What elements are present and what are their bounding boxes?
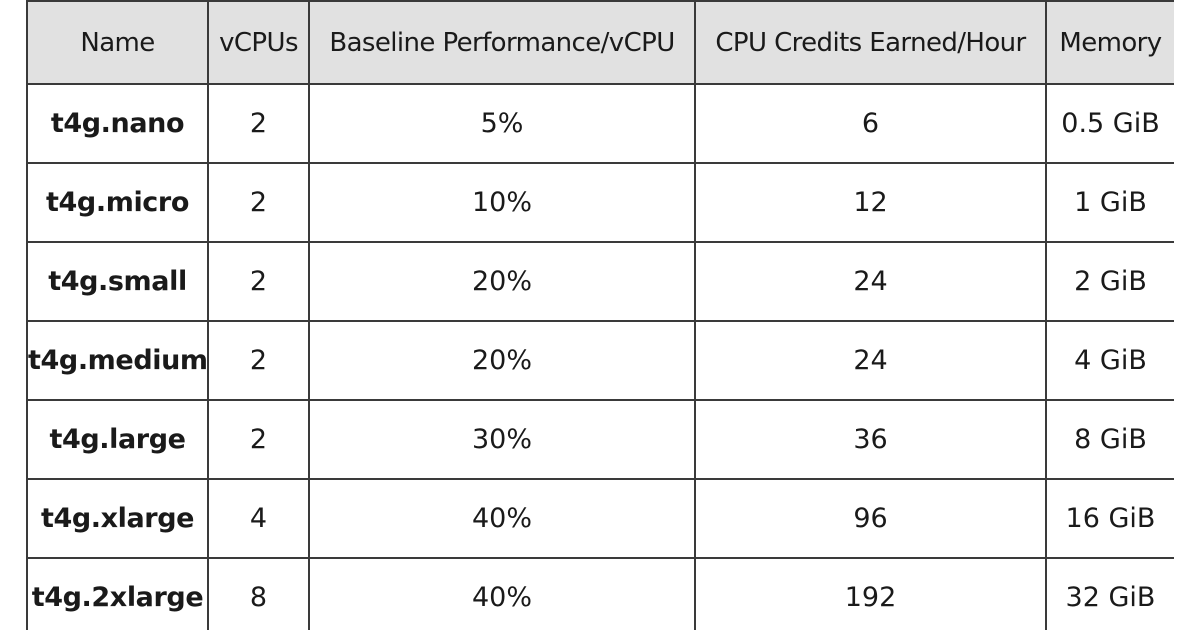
column-header-vcpus: vCPUs [207, 0, 310, 85]
baseline-cell: 30% [308, 399, 696, 480]
memory-cell: 16 GiB [1045, 478, 1174, 559]
credits-cell: 96 [694, 478, 1047, 559]
table-row: t4g.small 2 20% 24 2 GiB [26, 241, 1174, 322]
column-header-baseline-performance: Baseline Performance/vCPU [308, 0, 696, 85]
memory-cell: 0.5 GiB [1045, 83, 1174, 164]
memory-cell: 8 GiB [1045, 399, 1174, 480]
instance-name-cell: t4g.xlarge [26, 478, 209, 559]
instance-name-cell: t4g.2xlarge [26, 557, 209, 630]
memory-cell: 1 GiB [1045, 162, 1174, 243]
baseline-cell: 10% [308, 162, 696, 243]
credits-cell: 36 [694, 399, 1047, 480]
credits-cell: 12 [694, 162, 1047, 243]
column-header-name: Name [26, 0, 209, 85]
table-row: t4g.xlarge 4 40% 96 16 GiB [26, 478, 1174, 559]
baseline-cell: 5% [308, 83, 696, 164]
instance-types-table: Name vCPUs Baseline Performance/vCPU CPU… [26, 0, 1174, 630]
instance-name-cell: t4g.micro [26, 162, 209, 243]
vcpus-cell: 2 [207, 399, 310, 480]
vcpus-cell: 2 [207, 320, 310, 401]
instance-name-cell: t4g.large [26, 399, 209, 480]
vcpus-cell: 2 [207, 83, 310, 164]
memory-cell: 2 GiB [1045, 241, 1174, 322]
table-row: t4g.nano 2 5% 6 0.5 GiB [26, 83, 1174, 164]
table-row: t4g.2xlarge 8 40% 192 32 GiB [26, 557, 1174, 630]
baseline-cell: 40% [308, 478, 696, 559]
vcpus-cell: 2 [207, 241, 310, 322]
instance-name-cell: t4g.nano [26, 83, 209, 164]
vcpus-cell: 4 [207, 478, 310, 559]
credits-cell: 24 [694, 320, 1047, 401]
instance-name-cell: t4g.small [26, 241, 209, 322]
instance-table-container: Name vCPUs Baseline Performance/vCPU CPU… [26, 0, 1174, 630]
table-header-row: Name vCPUs Baseline Performance/vCPU CPU… [26, 0, 1174, 85]
credits-cell: 192 [694, 557, 1047, 630]
vcpus-cell: 8 [207, 557, 310, 630]
baseline-cell: 40% [308, 557, 696, 630]
memory-cell: 4 GiB [1045, 320, 1174, 401]
column-header-cpu-credits: CPU Credits Earned/Hour [694, 0, 1047, 85]
credits-cell: 24 [694, 241, 1047, 322]
table-row: t4g.micro 2 10% 12 1 GiB [26, 162, 1174, 243]
baseline-cell: 20% [308, 320, 696, 401]
memory-cell: 32 GiB [1045, 557, 1174, 630]
credits-cell: 6 [694, 83, 1047, 164]
vcpus-cell: 2 [207, 162, 310, 243]
table-row: t4g.large 2 30% 36 8 GiB [26, 399, 1174, 480]
baseline-cell: 20% [308, 241, 696, 322]
instance-name-cell: t4g.medium [26, 320, 209, 401]
column-header-memory: Memory [1045, 0, 1174, 85]
table-row: t4g.medium 2 20% 24 4 GiB [26, 320, 1174, 401]
